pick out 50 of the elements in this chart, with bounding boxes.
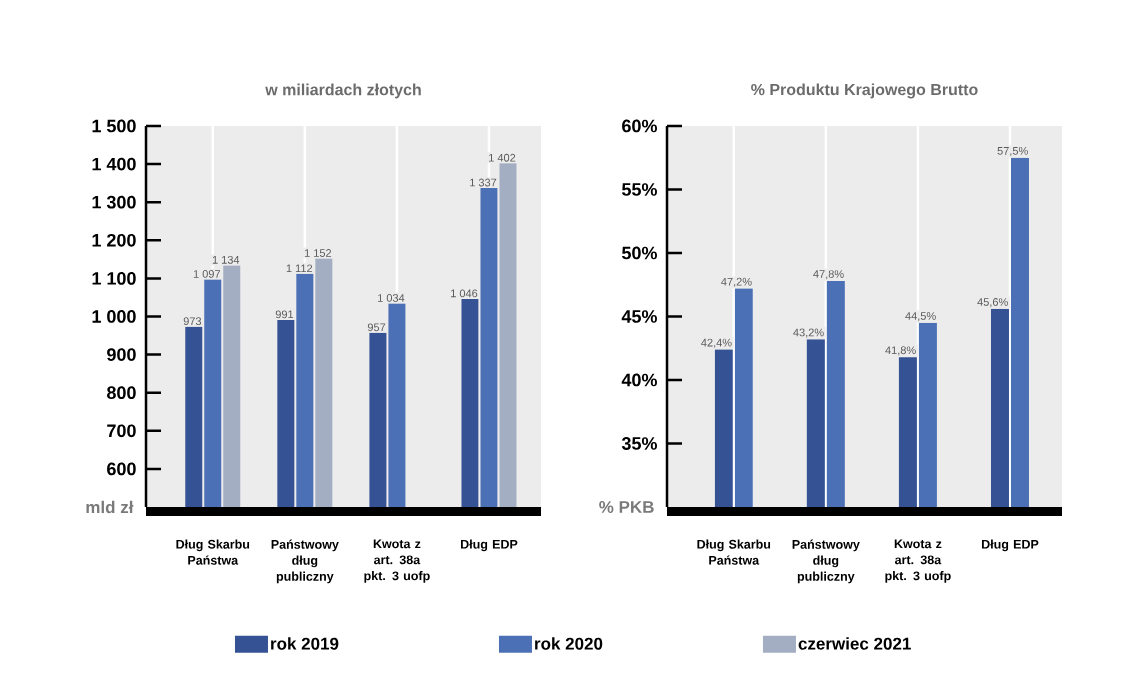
y-tick-label: 35%: [621, 437, 657, 450]
x-tick-label: Kwota z art. 38a pkt. 3 uofp: [885, 539, 951, 583]
y-tick-label: 1 100: [92, 272, 136, 285]
data-label: 47,2%: [721, 277, 752, 287]
x-tick-label: Dług EDP: [981, 539, 1039, 552]
data-label: 973: [183, 317, 202, 326]
data-label: 1 402: [489, 153, 516, 162]
y-tick-label: 700: [107, 424, 136, 438]
y-tick-label: 900: [107, 348, 136, 361]
data-label: 957: [367, 323, 386, 332]
legend-label: rok 2020: [535, 637, 603, 650]
x-tick-label: Dług Skarbu Państwa: [176, 539, 250, 565]
chart-title: w miliardach złotych: [265, 83, 421, 99]
y-tick-label: 60%: [622, 119, 657, 133]
y-tick-label: 45%: [621, 310, 657, 323]
data-label: 42,4%: [701, 338, 732, 348]
data-label: 1 112: [286, 264, 313, 273]
y-tick-label: 1 500: [92, 119, 136, 133]
x-tick-label: Kwota z art. 38a pkt. 3 uofp: [364, 539, 430, 583]
y-axis-title: % PKB: [599, 501, 654, 513]
y-tick-label: 50%: [621, 246, 657, 260]
data-label: 1 337: [470, 178, 497, 187]
data-label: 1 046: [451, 289, 478, 298]
data-label: 57,5%: [997, 147, 1028, 157]
y-tick-label: 1 000: [92, 310, 136, 323]
data-label: 1 134: [212, 255, 240, 264]
y-tick-label: 1 400: [92, 157, 136, 171]
legend-label: czerwiec 2021: [798, 637, 911, 650]
data-label: 43,2%: [793, 328, 824, 338]
y-axis-title: mld zł: [86, 500, 134, 514]
y-tick-label: 600: [107, 462, 136, 476]
data-label: 45,6%: [977, 298, 1008, 308]
y-tick-label: 800: [107, 386, 136, 400]
data-label: 44,5%: [905, 312, 936, 322]
y-tick-label: 55%: [621, 183, 657, 196]
legend-label: rok 2019: [271, 637, 339, 650]
y-tick-label: 1 200: [92, 233, 136, 247]
y-tick-label: 1 300: [92, 195, 136, 209]
data-label: 47,8%: [813, 270, 844, 280]
x-tick-label: Dług Skarbu Państwa: [697, 539, 771, 565]
data-label: 1 097: [193, 270, 220, 278]
data-label: 41,8%: [885, 346, 916, 356]
x-tick-label: Państwowy dług publiczny: [792, 539, 860, 584]
y-tick-label: 40%: [621, 373, 657, 387]
x-tick-label: Dług EDP: [461, 539, 518, 552]
x-tick-label: Państwowy dług publiczny: [271, 539, 339, 584]
data-label: 1 152: [304, 249, 332, 257]
data-label: 991: [275, 310, 294, 319]
data-label: 1 034: [378, 294, 405, 302]
chart-title: % Produktu Krajowego Brutto: [751, 83, 978, 99]
